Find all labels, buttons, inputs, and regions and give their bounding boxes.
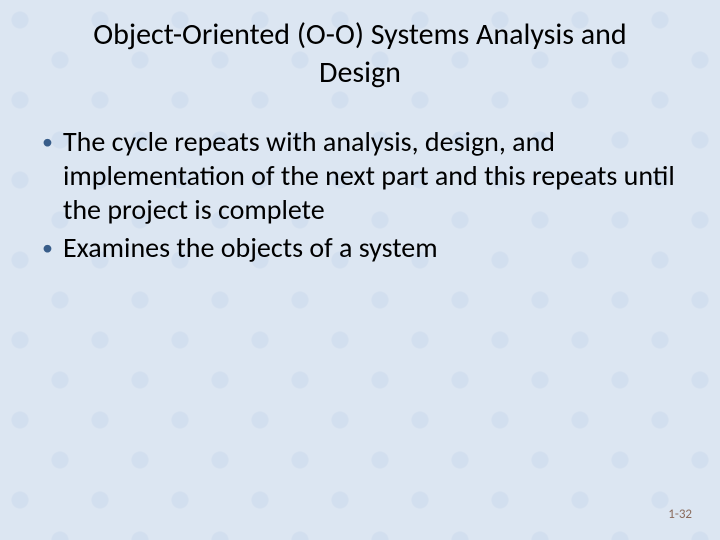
- bullet-item: • The cycle repeats with analysis, desig…: [38, 125, 682, 227]
- bullet-text: Examines the objects of a system: [63, 231, 682, 265]
- bullet-item: • Examines the objects of a system: [38, 231, 682, 265]
- slide-title: Object-Oriented (O-O) Systems Analysis a…: [60, 16, 660, 91]
- page-number: 1-32: [668, 507, 692, 522]
- bullet-marker-icon: •: [42, 231, 53, 265]
- bullet-text: The cycle repeats with analysis, design,…: [63, 125, 682, 227]
- slide: Object-Oriented (O-O) Systems Analysis a…: [0, 0, 720, 540]
- slide-body: • The cycle repeats with analysis, desig…: [38, 125, 682, 270]
- bullet-marker-icon: •: [42, 125, 53, 227]
